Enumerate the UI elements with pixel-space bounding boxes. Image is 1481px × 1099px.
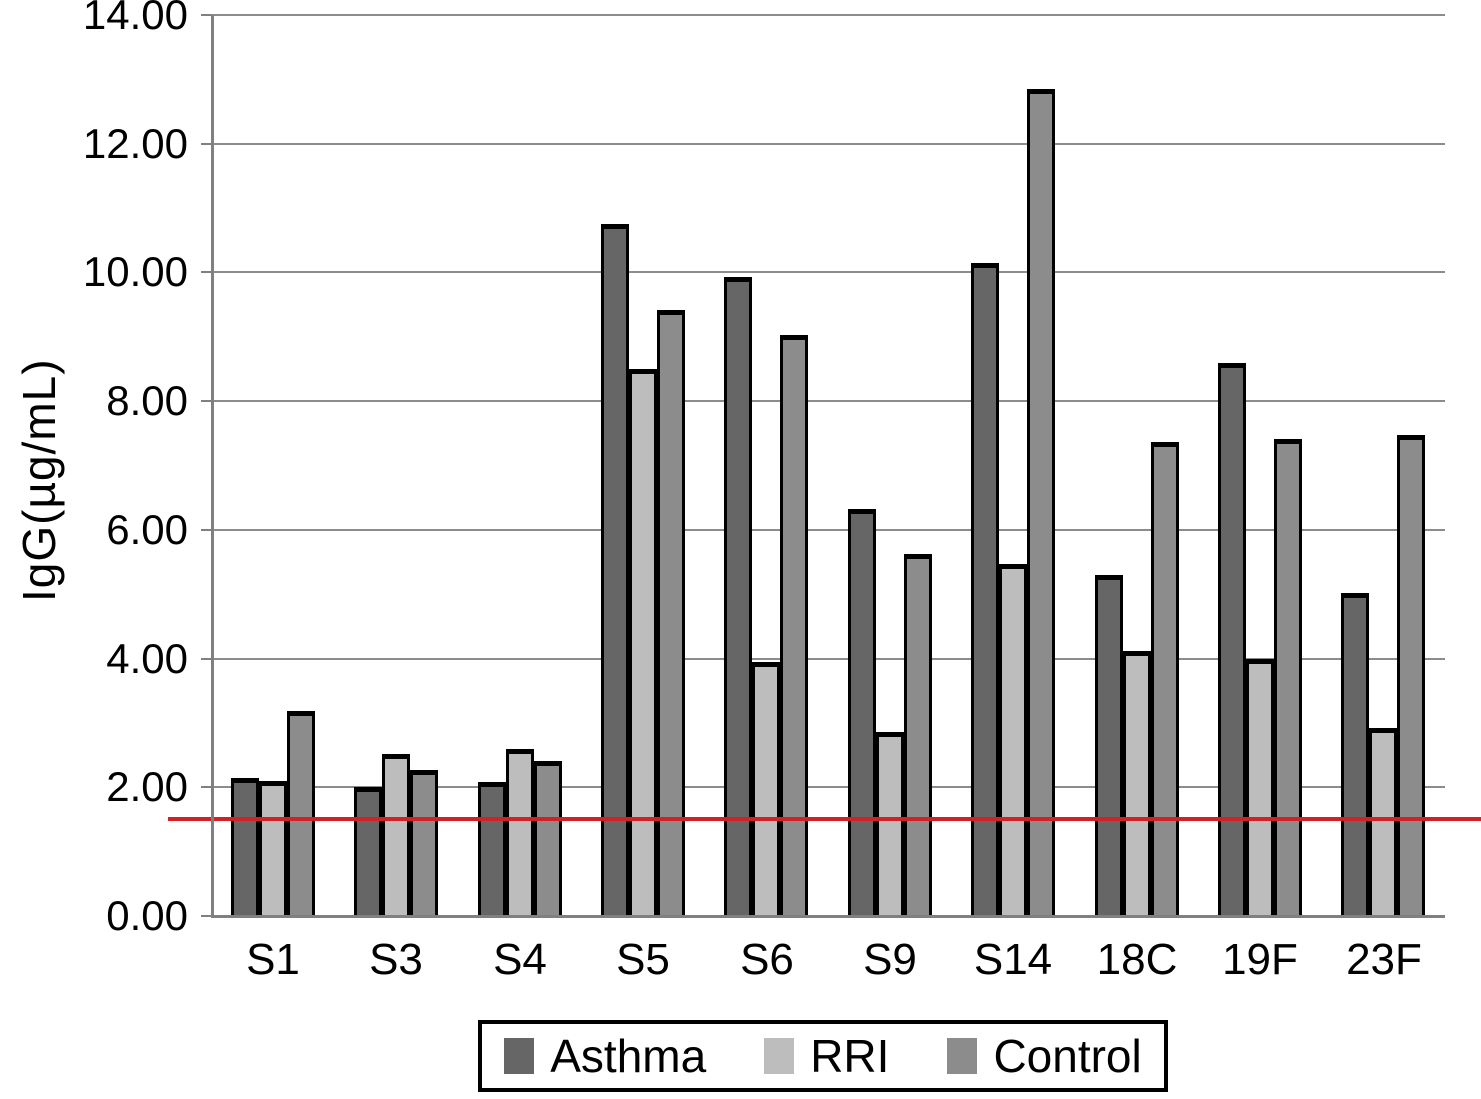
legend-item-rri: RRI bbox=[764, 1033, 889, 1079]
y-tick-label: 2.00 bbox=[106, 763, 188, 810]
bar-control-19F bbox=[1274, 439, 1302, 916]
x-category-label: S1 bbox=[246, 935, 300, 984]
bar-rri-S9 bbox=[876, 732, 904, 916]
legend-label: RRI bbox=[810, 1030, 890, 1082]
bar-rri-S3 bbox=[382, 754, 410, 916]
y-axis-tick bbox=[201, 271, 211, 273]
bar-asthma-S1 bbox=[231, 778, 259, 916]
x-category-label: S6 bbox=[740, 935, 794, 984]
bar-asthma-S4 bbox=[478, 782, 506, 916]
bar-asthma-S5 bbox=[601, 224, 629, 916]
bar-control-23F bbox=[1397, 435, 1425, 916]
bar-rri-S1 bbox=[259, 781, 287, 916]
bar-control-S4 bbox=[534, 761, 562, 916]
bar-rri-S4 bbox=[506, 749, 534, 916]
bar-asthma-18C bbox=[1095, 575, 1123, 916]
y-axis-tick bbox=[201, 529, 211, 531]
x-category-label: 18C bbox=[1096, 935, 1178, 984]
x-category-label: 23F bbox=[1346, 935, 1422, 984]
bar-rri-S6 bbox=[752, 662, 780, 916]
bar-control-S14 bbox=[1027, 89, 1055, 916]
y-tick-label: 4.00 bbox=[106, 635, 188, 682]
bar-asthma-19F bbox=[1218, 363, 1246, 916]
x-axis-line bbox=[211, 915, 1445, 918]
bar-control-S3 bbox=[410, 770, 438, 916]
legend: Asthma RRI Control bbox=[478, 1020, 1168, 1092]
bar-control-18C bbox=[1151, 442, 1179, 916]
x-category-label: S9 bbox=[863, 935, 917, 984]
gridline bbox=[211, 658, 1445, 660]
legend-label: Control bbox=[993, 1030, 1142, 1082]
bar-control-S9 bbox=[904, 554, 932, 916]
gridline bbox=[211, 143, 1445, 145]
y-axis-tick bbox=[201, 658, 211, 660]
bar-rri-23F bbox=[1369, 728, 1397, 916]
x-category-label: S3 bbox=[369, 935, 423, 984]
x-category-label: S5 bbox=[616, 935, 670, 984]
legend-item-control: Control bbox=[947, 1030, 1142, 1082]
legend-item-asthma: Asthma bbox=[504, 1033, 706, 1079]
bar-control-S6 bbox=[780, 335, 808, 916]
gridline bbox=[211, 14, 1445, 16]
bar-rri-19F bbox=[1246, 659, 1274, 916]
y-tick-label: 14.00 bbox=[82, 0, 188, 38]
gridline bbox=[211, 529, 1445, 531]
y-tick-label: 8.00 bbox=[106, 377, 188, 424]
y-tick-label: 0.00 bbox=[106, 892, 188, 939]
bar-asthma-S14 bbox=[971, 263, 999, 916]
legend-swatch-control bbox=[947, 1038, 978, 1074]
bar-control-S1 bbox=[287, 711, 315, 916]
bar-rri-S14 bbox=[999, 564, 1027, 916]
bar-rri-S5 bbox=[629, 369, 657, 916]
legend-swatch-asthma bbox=[504, 1038, 535, 1074]
x-category-label: 19F bbox=[1222, 935, 1298, 984]
legend-label: Asthma bbox=[550, 1030, 707, 1082]
y-axis-tick bbox=[201, 786, 211, 788]
y-axis-tick bbox=[201, 400, 211, 402]
bar-asthma-S9 bbox=[848, 509, 876, 916]
reference-line bbox=[168, 817, 1481, 821]
gridline bbox=[211, 271, 1445, 273]
gridline bbox=[211, 786, 1445, 788]
y-axis-tick bbox=[201, 143, 211, 145]
y-axis-tick bbox=[201, 915, 211, 917]
bar-asthma-S6 bbox=[724, 277, 752, 916]
y-tick-label: 10.00 bbox=[82, 248, 188, 295]
y-tick-label: 12.00 bbox=[82, 120, 188, 167]
bar-asthma-23F bbox=[1341, 593, 1369, 916]
y-tick-label: 6.00 bbox=[106, 506, 188, 553]
x-category-label: S14 bbox=[973, 935, 1053, 984]
legend-swatch-rri bbox=[764, 1038, 795, 1074]
bar-control-S5 bbox=[657, 310, 685, 916]
y-axis-line bbox=[211, 15, 214, 916]
gridline bbox=[211, 400, 1445, 402]
bar-rri-18C bbox=[1123, 651, 1151, 916]
x-category-label: S4 bbox=[493, 935, 547, 984]
bar-asthma-S3 bbox=[354, 787, 382, 916]
y-axis-tick bbox=[201, 14, 211, 16]
